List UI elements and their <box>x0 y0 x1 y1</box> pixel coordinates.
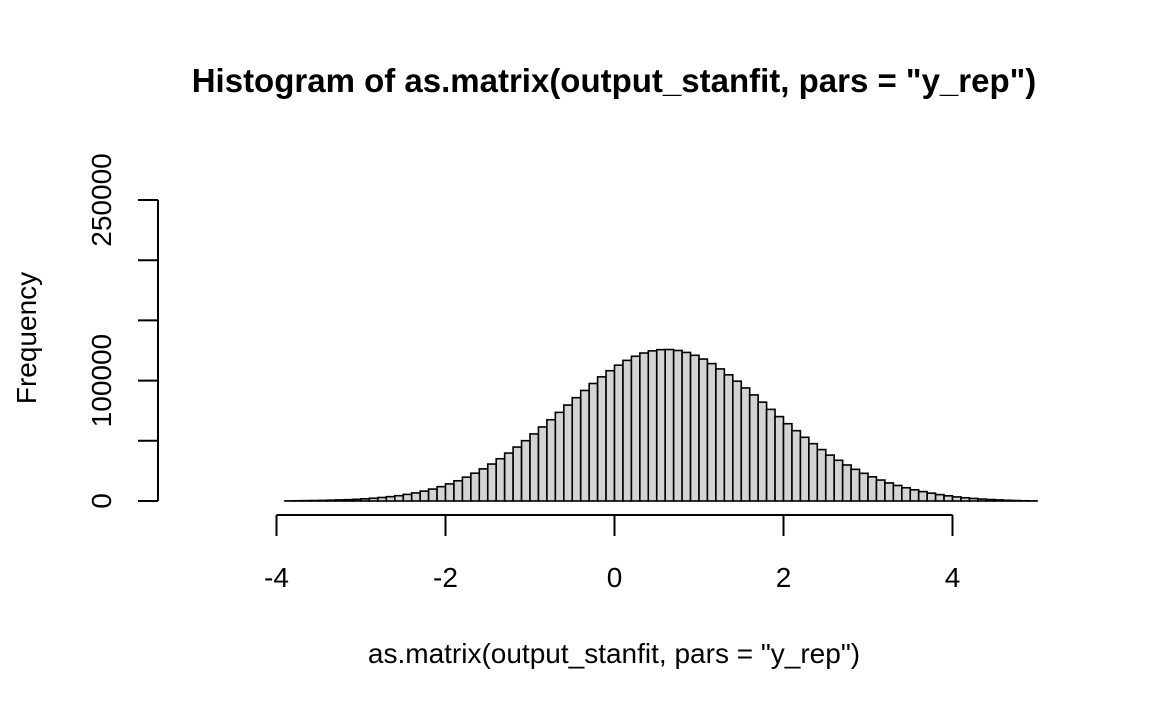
y-tick-label: 100000 <box>86 334 117 427</box>
histogram-bar <box>782 422 793 502</box>
histogram-bar <box>385 495 396 502</box>
histogram-bar <box>951 496 962 502</box>
histogram-bar <box>554 411 565 502</box>
histogram-bar <box>833 459 844 502</box>
histogram-bar <box>698 358 709 502</box>
histogram-bar <box>977 498 988 502</box>
histogram-bar <box>393 494 405 502</box>
histogram-bar <box>748 394 759 502</box>
histogram-bar <box>715 368 726 502</box>
histogram-bar <box>503 452 514 502</box>
histogram-bar <box>317 499 328 502</box>
histogram-bar <box>622 359 633 502</box>
histogram-bar <box>884 482 895 502</box>
chart-title: Histogram of as.matrix(output_stanfit, p… <box>192 62 1037 99</box>
histogram-bar <box>892 484 903 502</box>
x-tick-label: -4 <box>264 562 289 593</box>
histogram-bar <box>470 472 481 502</box>
histogram-bar <box>706 362 717 502</box>
y-tick-label: 0 <box>86 493 117 509</box>
histogram-bar <box>900 486 912 502</box>
x-tick-label: -2 <box>433 562 458 593</box>
histogram-bar <box>537 426 548 502</box>
histogram-bar <box>495 457 506 502</box>
histogram-bar <box>757 401 768 502</box>
histogram-bar <box>689 354 700 502</box>
histogram-bar <box>579 389 590 502</box>
histogram-bar <box>681 351 692 502</box>
histogram-bar <box>377 496 388 502</box>
histogram-bar <box>461 476 472 502</box>
histogram-bar <box>774 415 785 502</box>
histogram-bar <box>808 442 819 502</box>
histogram-bar <box>562 404 574 502</box>
histogram-bar <box>765 408 776 502</box>
x-tick-label: 2 <box>776 562 792 593</box>
histogram-bar <box>546 418 557 502</box>
x-tick-label: 4 <box>945 562 961 593</box>
histogram-bar <box>985 498 996 502</box>
histogram-bar <box>613 364 624 502</box>
histogram-bar <box>799 436 810 502</box>
histogram-bar <box>368 497 379 502</box>
histogram-bar <box>588 382 599 502</box>
histogram-bar <box>436 485 447 502</box>
histogram-bar <box>402 493 413 502</box>
histogram-bars <box>284 348 1038 502</box>
histogram-bar <box>486 463 497 502</box>
histogram-bar <box>655 348 666 502</box>
histogram-bar <box>529 433 540 502</box>
histogram-bar <box>858 472 869 502</box>
histogram-bar <box>334 499 345 502</box>
y-axis: 0 100000 250000 <box>86 153 159 509</box>
histogram-bar <box>427 488 438 502</box>
histogram-bar <box>605 369 616 502</box>
histogram-bar <box>816 448 827 502</box>
histogram-bar <box>512 446 523 502</box>
x-axis: -4 -2 0 2 4 <box>264 514 961 593</box>
histogram-bar <box>360 498 371 502</box>
histogram-bar <box>647 350 658 502</box>
histogram-bar <box>453 479 464 502</box>
histogram-bar <box>326 499 337 502</box>
x-tick-label: 0 <box>607 562 623 593</box>
histogram-bar <box>917 490 928 502</box>
histogram-bar <box>740 387 751 502</box>
histogram-bar <box>571 396 582 502</box>
histogram-bar <box>630 355 641 502</box>
histogram-bar <box>968 497 979 502</box>
histogram-bar <box>419 490 430 502</box>
y-tick-label: 250000 <box>86 153 117 246</box>
histogram-bar <box>343 498 354 502</box>
histogram-bar <box>351 498 362 502</box>
histogram-bar <box>841 464 852 502</box>
x-axis-label: as.matrix(output_stanfit, pars = "y_rep"… <box>368 638 860 669</box>
histogram-bar <box>1002 499 1013 502</box>
histogram-bar <box>639 352 650 502</box>
histogram-bar <box>867 475 878 502</box>
histogram-bar <box>960 496 971 502</box>
histogram-bar <box>723 374 734 502</box>
histogram-bar <box>731 380 743 502</box>
histogram-bar <box>926 492 937 502</box>
histogram-bar <box>478 468 489 502</box>
histogram-bar <box>672 349 683 502</box>
histogram-bar <box>934 493 945 502</box>
histogram-bar <box>444 483 455 502</box>
histogram-bar <box>993 499 1004 502</box>
histogram-bar <box>410 492 421 502</box>
histogram-bar <box>520 439 531 502</box>
histogram-bar <box>596 376 607 502</box>
y-axis-label: Frequency <box>11 272 42 404</box>
histogram-bar <box>664 348 675 502</box>
histogram-bar <box>909 489 920 502</box>
histogram-bar <box>824 454 835 502</box>
histogram-bar <box>875 479 886 502</box>
histogram-bar <box>850 468 861 502</box>
histogram-bar <box>943 495 954 502</box>
histogram-bar <box>791 429 802 502</box>
